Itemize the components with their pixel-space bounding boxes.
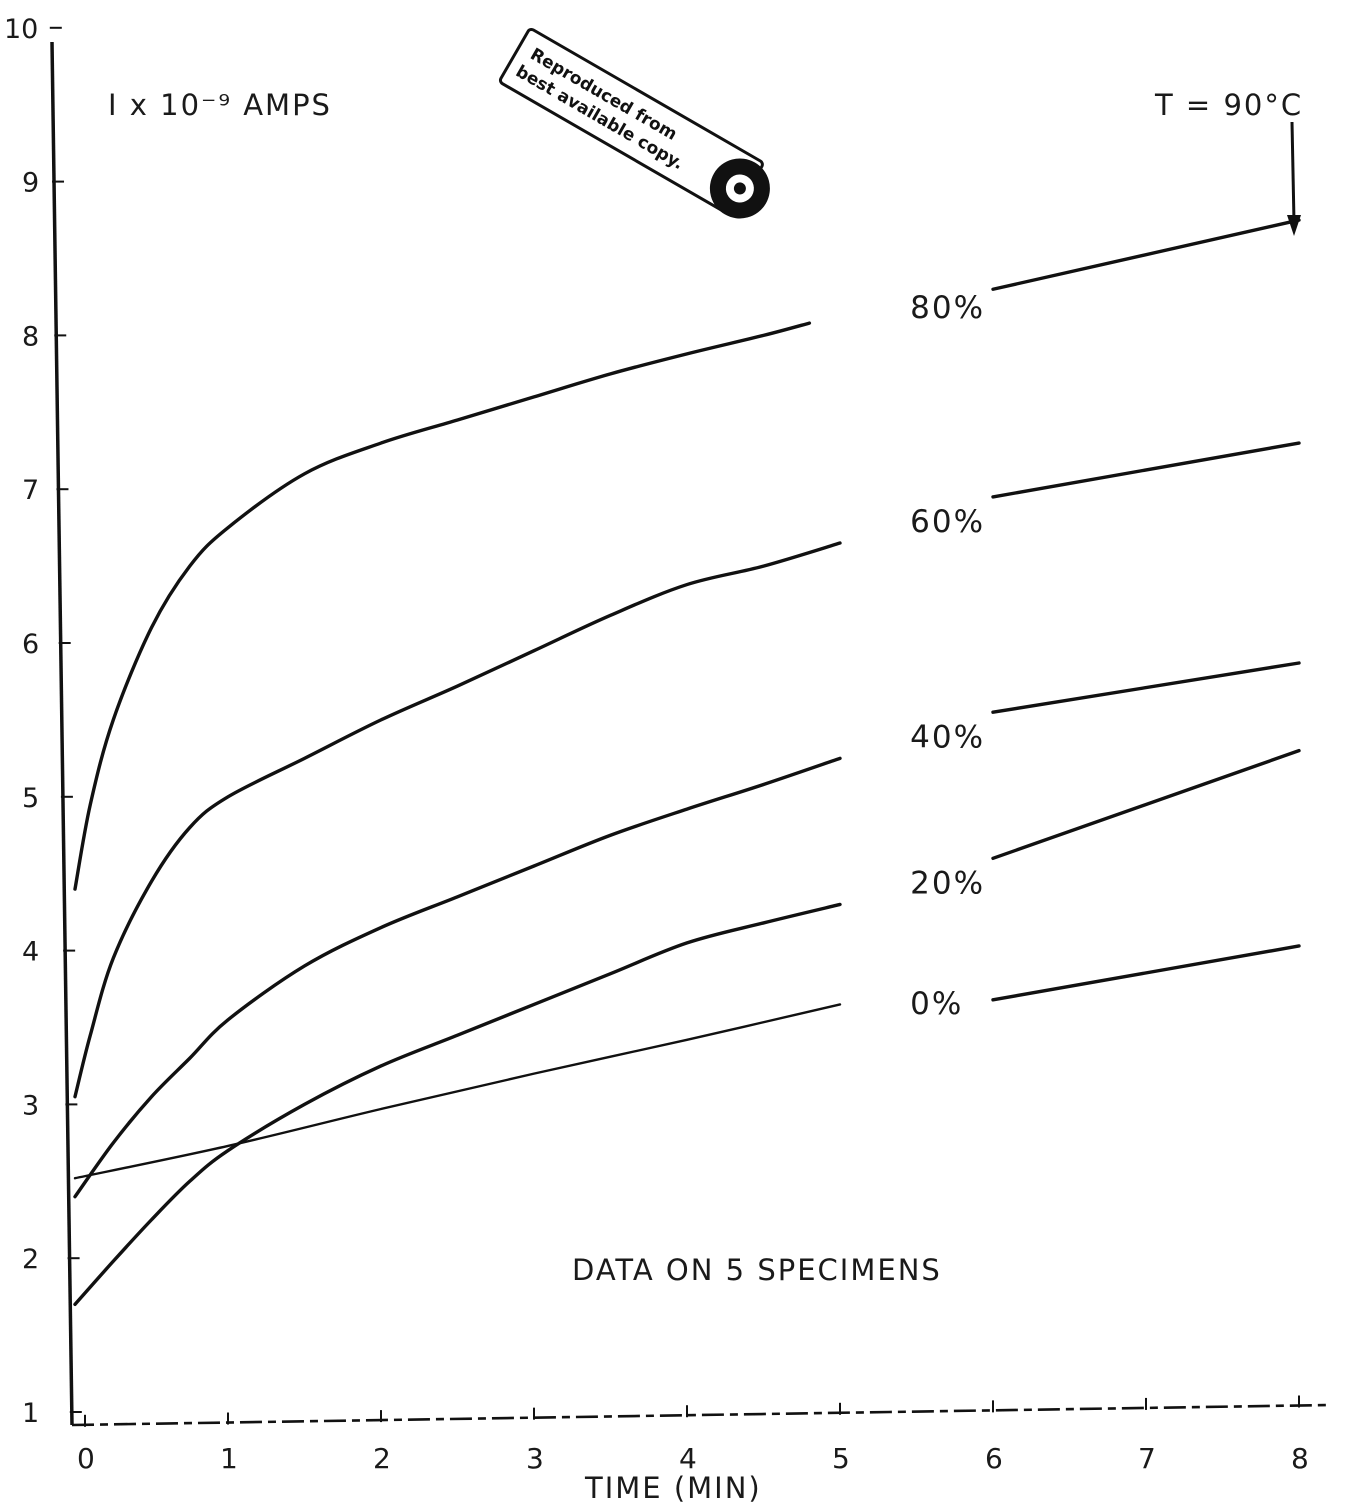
y-tick-label: 6 xyxy=(22,629,39,660)
series-line-80pct xyxy=(73,321,812,891)
x-tick-label: 2 xyxy=(373,1442,391,1475)
series-line-late-40pct xyxy=(991,661,1301,714)
temperature-label: T = 90°C xyxy=(1154,88,1303,122)
x-tick-label: 3 xyxy=(526,1442,544,1475)
series-line-20pct xyxy=(73,902,842,1307)
series-label-20pct: 20% xyxy=(910,865,985,901)
x-tick-label: 7 xyxy=(1138,1442,1156,1475)
y-tick-label: 7 xyxy=(22,475,39,506)
series-line-late-80pct xyxy=(991,218,1301,291)
series-labels: 80% 60% 40% 20% 0% xyxy=(910,290,985,1022)
x-tick-label: 8 xyxy=(1291,1442,1309,1475)
series-line-40pct xyxy=(73,756,842,1199)
series-label-40pct: 40% xyxy=(910,719,985,755)
y-tick-label: 3 xyxy=(22,1090,39,1121)
x-ticks: 0 1 2 3 4 5 6 7 8 xyxy=(77,1395,1309,1475)
x-tick-label: 6 xyxy=(985,1442,1003,1475)
series-line-late-60pct xyxy=(991,441,1301,499)
y-tick-label: 8 xyxy=(22,321,39,352)
y-tick-label: 9 xyxy=(22,168,39,199)
y-tick-label: 5 xyxy=(22,783,39,814)
y-tick-label: 10 xyxy=(4,14,38,45)
y-tick-label: 2 xyxy=(22,1244,39,1275)
specimens-note: DATA ON 5 SPECIMENS xyxy=(572,1253,942,1287)
y-axis xyxy=(50,41,74,1426)
series-label-60pct: 60% xyxy=(910,504,985,540)
reproduction-stamp: Reproduced from best available copy. xyxy=(498,27,770,219)
x-tick-label: 4 xyxy=(679,1442,697,1475)
x-tick-label: 5 xyxy=(832,1442,850,1475)
x-axis-label: TIME (MIN) xyxy=(584,1471,762,1505)
series-layer xyxy=(73,218,1301,1307)
y-ticks: 1 2 3 4 5 6 7 8 9 10 xyxy=(4,14,82,1429)
y-tick-label: 1 xyxy=(22,1398,39,1429)
x-tick-label: 1 xyxy=(220,1442,238,1475)
series-line-60pct xyxy=(73,541,842,1099)
series-line-late-20pct xyxy=(991,748,1301,861)
series-line-late-0pct xyxy=(991,944,1301,1002)
x-tick-label: 0 xyxy=(77,1442,95,1475)
y-tick-label: 4 xyxy=(22,937,39,968)
series-line-0pct xyxy=(73,1003,842,1180)
y-axis-label: I x 10⁻⁹ AMPS xyxy=(108,88,332,122)
x-axis xyxy=(71,1403,1331,1427)
series-label-0pct: 0% xyxy=(910,986,963,1022)
series-label-80pct: 80% xyxy=(910,290,985,326)
